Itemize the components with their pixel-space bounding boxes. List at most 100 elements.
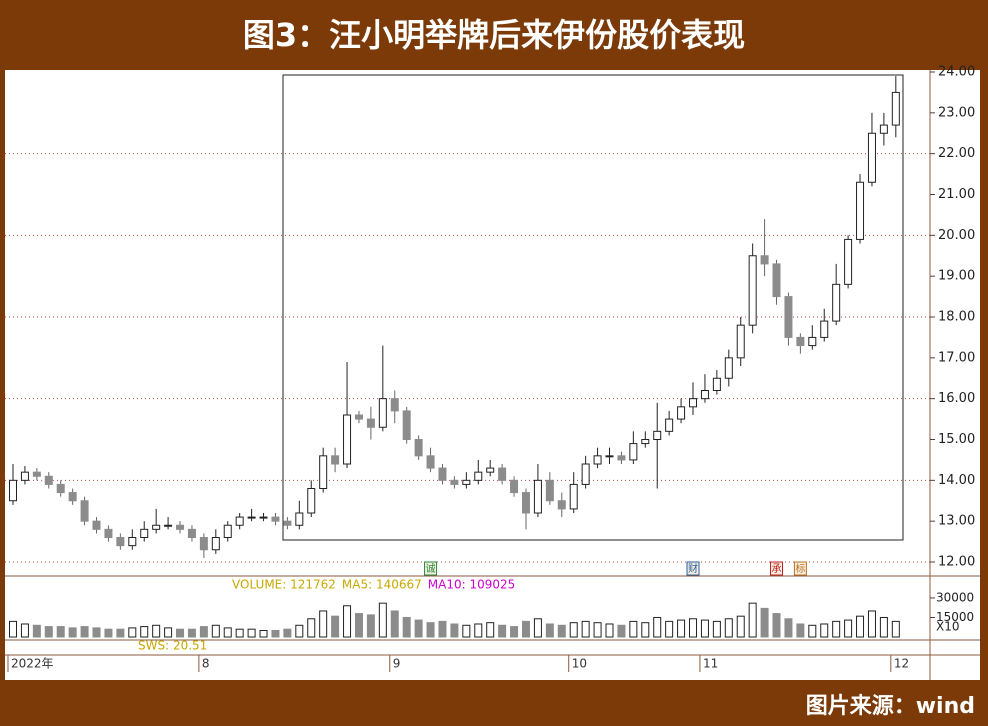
candle-body [32, 471, 41, 477]
candle-body [402, 410, 411, 440]
volume-bar [879, 616, 888, 638]
candle-body [128, 537, 137, 547]
candle-body [653, 430, 662, 441]
vol-tick-label: 15000 [936, 610, 974, 624]
candle-body [152, 524, 161, 530]
candle-body [605, 455, 614, 458]
volume-bar [605, 623, 614, 638]
candle-body [665, 418, 674, 432]
candle-body [44, 475, 53, 485]
x-tick-label: 2022年 [11, 657, 54, 671]
volume-bar [128, 627, 137, 638]
candle-body [295, 512, 304, 526]
candle-body [724, 357, 733, 379]
candle-body [104, 528, 113, 538]
candle-body [879, 124, 888, 134]
candle-body [426, 455, 435, 469]
volume-bar [140, 626, 149, 638]
sws-label: SWS: 20.51 [138, 639, 207, 653]
candle-body [617, 455, 626, 461]
candle-body [498, 467, 507, 481]
volume-bar [92, 627, 101, 638]
event-marker [424, 561, 438, 576]
volume-bar [498, 624, 507, 638]
volume-bar [223, 627, 232, 638]
highlight-box [282, 74, 904, 541]
candle-body [677, 406, 686, 420]
candle-body [140, 528, 149, 538]
volume-bar [343, 605, 352, 638]
candle-body [784, 296, 793, 338]
y-tick-label: 15.00 [938, 432, 975, 447]
volume-bar [211, 624, 220, 638]
candle-body [760, 255, 769, 265]
volume-bar [378, 602, 387, 638]
volume-bar [545, 623, 554, 638]
candle-body [211, 537, 220, 551]
event-label: 标 [795, 563, 805, 575]
candle-body [378, 398, 387, 428]
candle-body [474, 471, 483, 481]
volume-bar [199, 626, 208, 638]
candle-body [569, 483, 578, 510]
y-tick-label: 16.00 [938, 391, 975, 406]
candle-body [247, 516, 256, 519]
candle-body [223, 524, 232, 538]
volume-bar [104, 628, 113, 638]
volume-bar [319, 610, 328, 638]
candle-body [736, 324, 745, 359]
volume-bar [557, 624, 566, 638]
y-tick-label: 13.00 [938, 514, 975, 529]
volume-bar [116, 628, 125, 638]
candle-body [56, 483, 65, 494]
volume-bar [510, 626, 519, 638]
volume-bar [856, 615, 865, 638]
candle-body [808, 336, 817, 347]
volume-bar [247, 628, 256, 638]
candle-body [521, 492, 530, 514]
title: 图3：汪小明举牌后来伊份股价表现 [243, 16, 745, 54]
volume-bar [366, 614, 375, 638]
volume-bar [402, 616, 411, 638]
candle-body [689, 398, 698, 408]
volume-bar [307, 618, 316, 638]
y-tick-label: 18.00 [938, 310, 975, 325]
candle-body [343, 414, 352, 465]
candle-body [832, 283, 841, 322]
candle-body [545, 479, 554, 502]
volume-bar [629, 620, 638, 638]
y-tick-label: 17.00 [938, 350, 975, 365]
volume-bar [152, 624, 161, 638]
candle-body [593, 455, 602, 465]
volume-bar [784, 618, 793, 638]
vol-legend: MA5: 140667 [342, 578, 422, 592]
volume-bar [820, 623, 829, 638]
candle-body [796, 336, 805, 347]
volume-bar [760, 607, 769, 638]
candle-body [844, 238, 853, 285]
candle-body [271, 516, 280, 522]
volume-bar [689, 618, 698, 638]
volume-bar [474, 623, 483, 638]
panel [5, 70, 980, 680]
y-tick-label: 20.00 [938, 228, 975, 243]
x-tick-label: 12 [894, 657, 909, 671]
volume-bar [56, 626, 65, 638]
y-tick-label: 19.00 [938, 269, 975, 284]
volume-bar [569, 622, 578, 638]
candle-body [641, 439, 650, 445]
volume-bar [9, 620, 17, 638]
candle-body [235, 516, 244, 526]
candle-body [68, 492, 77, 502]
candle-body [450, 479, 459, 485]
candle-body [629, 443, 638, 461]
volume-bar [331, 615, 340, 638]
volume-bar [426, 622, 435, 638]
event-label: 承 [772, 563, 782, 575]
volume-bar [748, 602, 757, 638]
volume-bar [844, 619, 853, 638]
candle-body [354, 414, 363, 420]
candle-body [414, 439, 423, 457]
candle-body [116, 537, 125, 547]
